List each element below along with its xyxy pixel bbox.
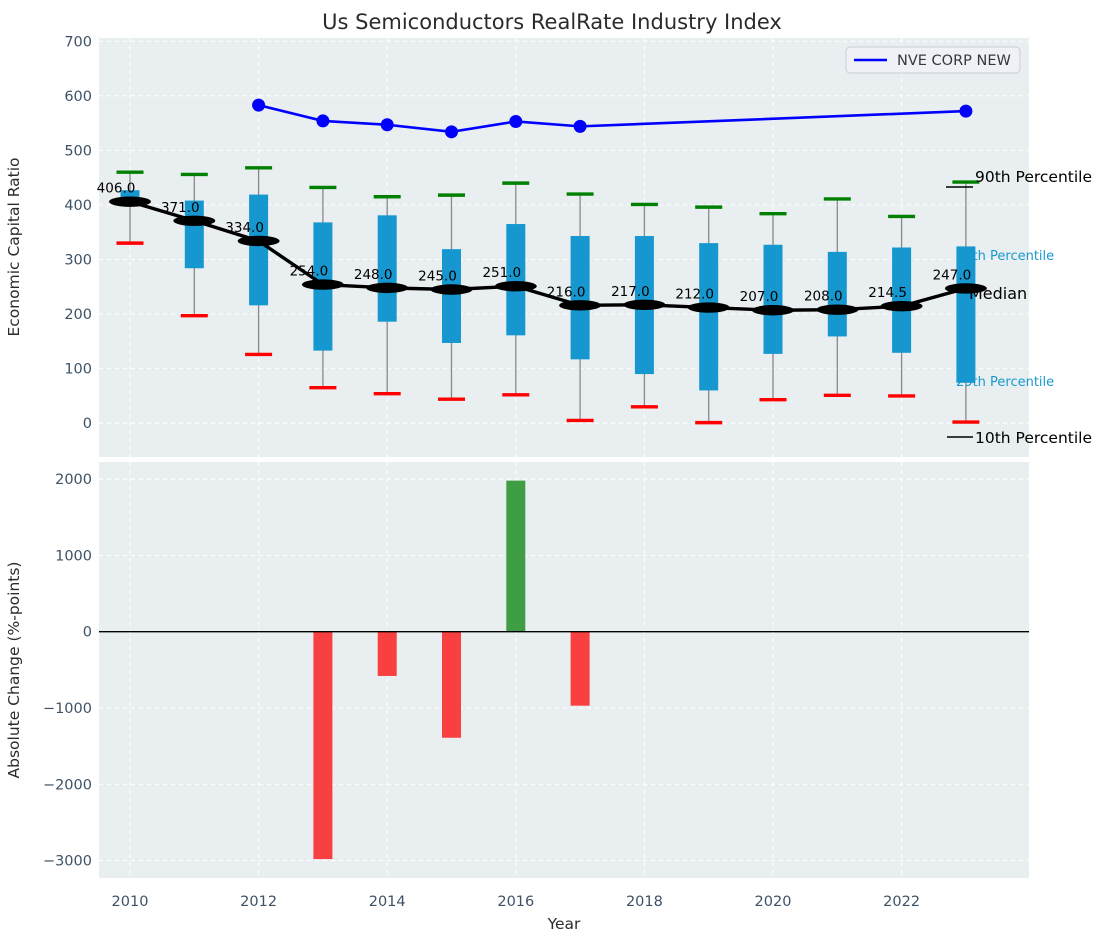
y-tick-label: 0 (83, 416, 92, 432)
median-value-label: 212.0 (675, 287, 714, 303)
median-value-label: 247.0 (933, 267, 972, 283)
iqr-box (956, 246, 976, 383)
nve-corp-marker (445, 125, 458, 139)
x-tick-label: 2016 (497, 894, 534, 910)
nve-corp-marker (380, 118, 394, 132)
x-tick-label: 2010 (112, 894, 149, 910)
bottom-y-axis-label: Absolute Change (%-points) (5, 562, 23, 779)
change-bar (313, 631, 333, 860)
legend-label: NVE CORP NEW (897, 53, 1011, 69)
nve-corp-marker (509, 114, 523, 128)
median-value-label: 371.0 (161, 200, 200, 216)
annotation-10th-percentile: 10th Percentile (975, 429, 1092, 447)
iqr-box (377, 215, 397, 322)
y-tick-label: 2000 (55, 472, 92, 488)
median-value-label: 208.0 (804, 289, 843, 305)
median-point (301, 279, 344, 290)
iqr-box (763, 244, 783, 354)
median-point (366, 282, 409, 294)
median-value-label: 245.0 (418, 269, 457, 285)
median-point (237, 235, 280, 247)
nve-corp-marker (252, 98, 266, 112)
median-point (559, 300, 602, 311)
median-value-label: 406.0 (97, 181, 136, 197)
annotation-25th-percentile: 25th Percentile (956, 375, 1054, 390)
nve-corp-marker (573, 119, 587, 133)
legend: NVE CORP NEW (845, 46, 1021, 74)
x-tick-label: 2022 (883, 894, 920, 910)
median-value-label: 207.0 (740, 289, 779, 305)
y-tick-label: 400 (64, 198, 92, 214)
median-value-label: 216.0 (547, 284, 586, 300)
median-point (880, 300, 923, 312)
iqr-box (249, 194, 269, 306)
iqr-box (442, 249, 461, 343)
chart-title: Us Semiconductors RealRate Industry Inde… (322, 10, 782, 34)
median-value-label: 334.0 (225, 220, 264, 236)
y-tick-label: 300 (64, 253, 92, 269)
change-bar (570, 631, 590, 706)
legend-box (845, 46, 1021, 74)
median-value-label: 217.0 (611, 284, 650, 300)
y-tick-label: −2000 (43, 777, 92, 793)
change-bar (442, 631, 461, 738)
y-tick-label: 200 (64, 307, 92, 323)
change-bar (377, 631, 397, 676)
annotation-75th-percentile: 75th Percentile (956, 249, 1054, 264)
median-point (944, 283, 987, 294)
y-tick-label: 500 (64, 143, 92, 159)
x-tick-label: 2012 (240, 894, 277, 910)
median-point (687, 302, 730, 313)
nve-corp-marker (316, 114, 330, 128)
median-value-label: 251.0 (482, 265, 521, 281)
y-tick-label: 100 (64, 362, 92, 378)
median-point (109, 196, 151, 207)
y-tick-label: 700 (64, 34, 92, 50)
x-axis-label: Year (547, 915, 581, 933)
annotation-90th-percentile: 90th Percentile (975, 168, 1092, 186)
iqr-box (892, 247, 912, 353)
iqr-box (570, 236, 590, 360)
top-y-axis-label: Economic Capital Ratio (5, 157, 23, 336)
median-value-label: 214.5 (868, 285, 907, 301)
median-point (816, 304, 859, 315)
nve-corp-marker (959, 104, 973, 118)
x-tick-label: 2018 (626, 894, 663, 910)
median-point (494, 281, 537, 292)
median-point (623, 299, 666, 310)
median-value-label: 254.0 (290, 264, 329, 280)
iqr-box (699, 243, 719, 391)
x-tick-label: 2020 (755, 894, 792, 910)
median-point (430, 284, 473, 295)
y-tick-label: −3000 (43, 854, 92, 870)
median-point (752, 305, 794, 316)
iqr-box (506, 224, 526, 336)
iqr-box (827, 251, 847, 337)
bottom-plot-background (99, 462, 1029, 878)
y-tick-label: 0 (83, 625, 92, 641)
median-value-label: 248.0 (354, 267, 393, 283)
y-tick-label: 1000 (55, 548, 92, 564)
change-bar (506, 480, 526, 632)
top-plot-background (99, 38, 1029, 457)
x-tick-label: 2014 (369, 894, 406, 910)
y-tick-label: 600 (64, 89, 92, 105)
y-tick-label: −1000 (43, 701, 92, 717)
median-point (173, 215, 216, 226)
